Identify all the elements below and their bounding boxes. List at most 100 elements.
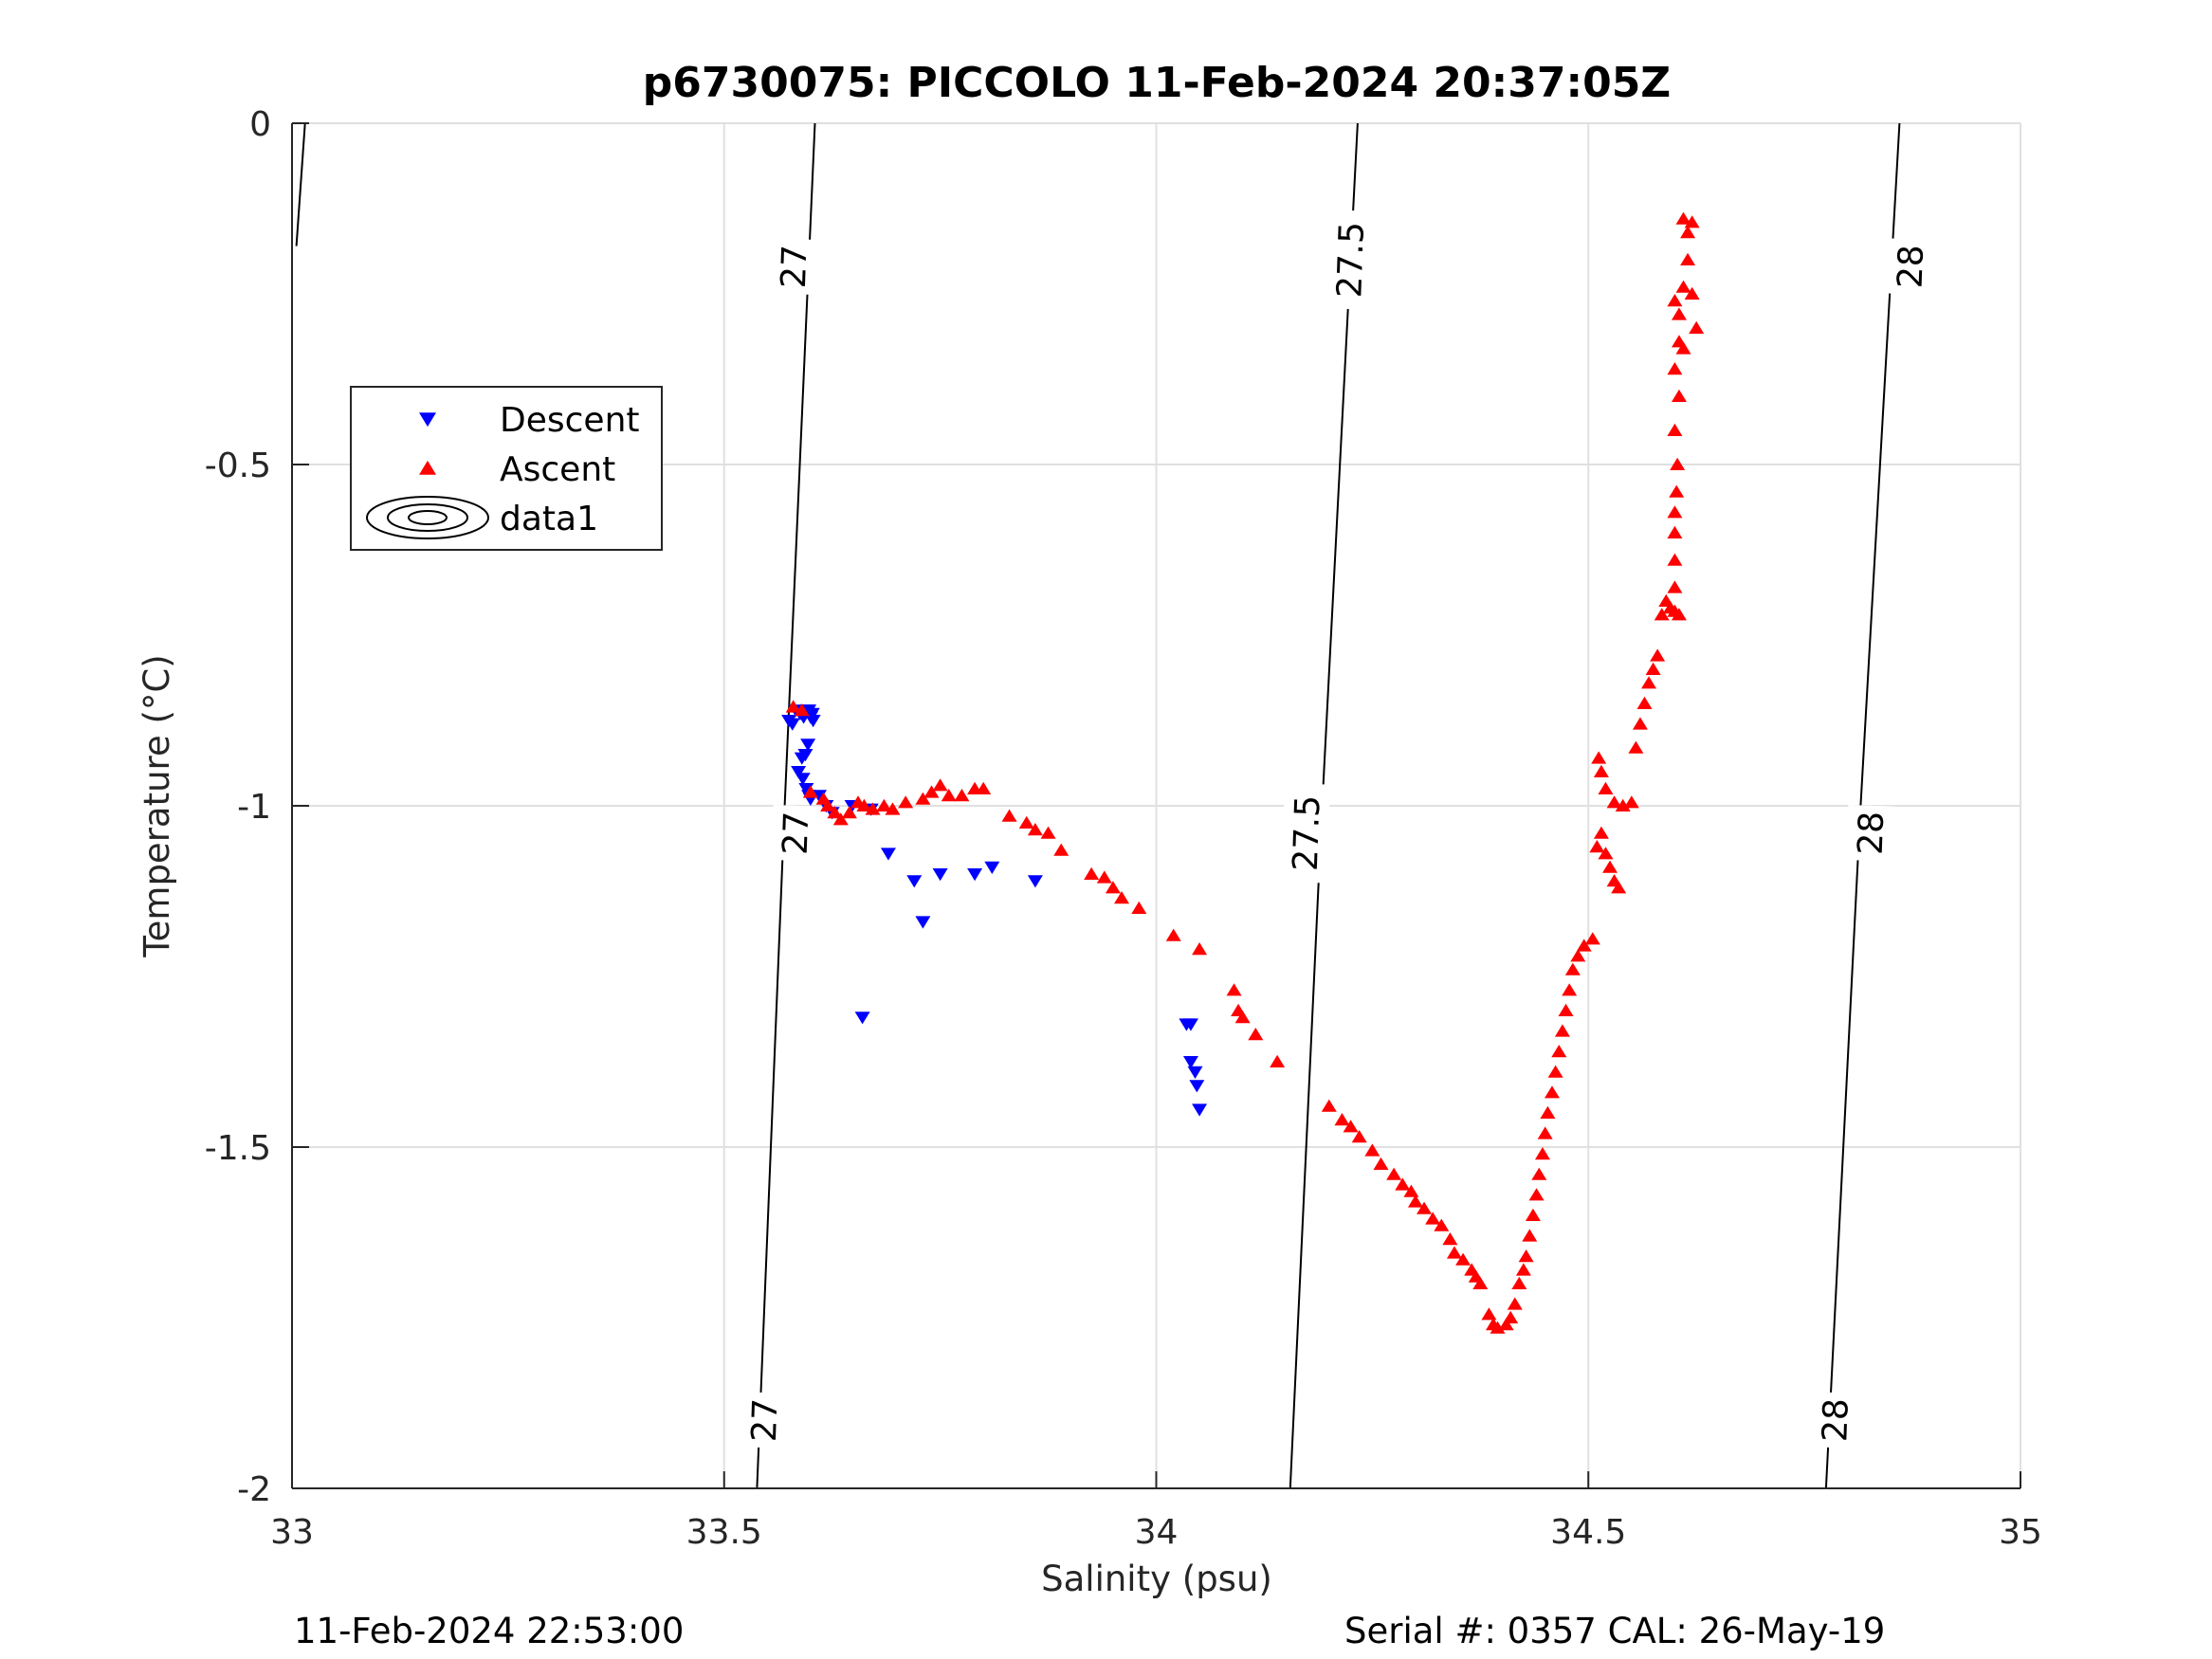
ascent-point: [1511, 1276, 1527, 1289]
ascent-point: [1442, 1232, 1458, 1246]
ascent-point: [954, 789, 970, 802]
ascent-point: [1018, 815, 1034, 829]
ascent-point: [1248, 1028, 1264, 1041]
ascent-point: [1670, 457, 1686, 470]
ascent-point: [1564, 962, 1581, 975]
ascent-point: [1544, 1085, 1560, 1099]
ascent-point: [1498, 1318, 1514, 1331]
contour-label-bg: [1811, 1392, 1859, 1449]
descent-point: [784, 718, 800, 731]
ascent-point: [1395, 1177, 1411, 1191]
ascent-point: [1593, 764, 1609, 777]
ascent-point: [923, 785, 940, 798]
legend-data1-label: data1: [500, 500, 598, 538]
contour-label-bg: [1886, 238, 1934, 296]
y-tick-label: -0.5: [205, 447, 271, 485]
descent-point: [906, 875, 923, 888]
descent-point: [984, 861, 1000, 874]
descent-point: [915, 916, 931, 929]
ascent-point: [1518, 1249, 1534, 1263]
ascent-point: [1040, 826, 1056, 839]
ascent-point: [1667, 294, 1683, 307]
legend-box: [350, 386, 663, 551]
descent-point: [805, 715, 821, 728]
contour-label-bg: [771, 804, 819, 862]
legend-contour-icon: [366, 496, 489, 539]
ascent-point: [1667, 423, 1683, 436]
ascent-point: [1226, 983, 1242, 996]
descent-point: [1189, 1080, 1205, 1093]
ascent-point: [1591, 751, 1607, 764]
ascent-point: [1343, 1120, 1359, 1133]
x-tick-label: 35: [1999, 1513, 2042, 1552]
contour-label: 27: [775, 245, 815, 289]
ascent-point: [1602, 860, 1618, 873]
contour-label: 28: [1852, 811, 1892, 855]
ascent-point: [1641, 676, 1657, 689]
x-tick-labels: 33 33.5 34 34.5 35: [270, 1513, 2042, 1552]
ascent-point: [915, 792, 931, 805]
footer-timestamp: 11-Feb-2024 22:53:00: [294, 1611, 684, 1651]
ascent-point: [1667, 525, 1683, 538]
ascent-series: [785, 211, 1705, 1334]
contour-label-bg: [769, 238, 817, 296]
legend-descent-marker: [419, 412, 436, 428]
ascent-point: [1105, 881, 1121, 894]
ascent-point: [1407, 1194, 1423, 1208]
ascent-point: [1084, 866, 1100, 880]
ascent-point: [1684, 215, 1700, 228]
ascent-point: [1522, 1229, 1538, 1242]
ascent-point: [1455, 1252, 1472, 1266]
ascent-point: [1576, 939, 1592, 952]
ascent-point: [898, 795, 914, 809]
descent-point: [1182, 1056, 1198, 1069]
ascent-point: [1671, 389, 1687, 402]
ascent-point: [1446, 1246, 1462, 1259]
chart-title: p6730075: PICCOLO 11-Feb-2024 20:37:05Z: [643, 59, 1671, 107]
contour-label: 28: [1892, 245, 1932, 289]
descent-point: [791, 766, 807, 779]
x-tick-label: 34.5: [1550, 1513, 1626, 1552]
y-tick-label: -2: [237, 1470, 271, 1509]
ascent-point: [1689, 320, 1705, 334]
ascent-point: [1270, 1054, 1286, 1067]
ascent-point: [1551, 1045, 1567, 1058]
ascent-point: [865, 802, 881, 815]
ascent-point: [1584, 932, 1600, 945]
ascent-point: [1053, 843, 1069, 856]
ascent-point: [1562, 983, 1578, 996]
descent-point: [794, 752, 810, 765]
ascent-point: [1615, 798, 1631, 811]
ascent-point: [1667, 362, 1683, 375]
contour-label: 27.5: [1330, 221, 1372, 299]
contour-label-bg: [1281, 782, 1330, 884]
ascent-point: [1472, 1276, 1489, 1289]
contour-line: [295, 122, 306, 246]
legend-ascent-marker: [419, 460, 436, 475]
descent-point: [798, 783, 814, 796]
legend: Descent Ascent data1: [350, 386, 663, 551]
ascent-point: [1386, 1167, 1402, 1180]
ascent-point: [1554, 1024, 1570, 1037]
y-tick-label: 0: [249, 105, 271, 144]
contour-label: 27: [777, 811, 817, 855]
ascent-point: [1192, 942, 1208, 956]
ascent-point: [832, 812, 849, 826]
ascent-point: [1684, 286, 1700, 300]
density-contours: 27 27 27 27.5 27.5 28 28 28: [295, 122, 1934, 1489]
ascent-point: [1628, 740, 1644, 754]
contour-label-bg: [740, 1392, 788, 1449]
contour-label-bg: [1846, 804, 1894, 862]
footer-serial-cal: Serial #: 0357 CAL: 26-May-19: [1344, 1611, 1885, 1651]
ascent-point: [1671, 307, 1687, 320]
descent-point: [967, 868, 983, 882]
legend-descent-label: Descent: [500, 401, 640, 440]
ascent-point: [1096, 870, 1112, 884]
ascent-point: [827, 806, 843, 819]
descent-point: [932, 868, 948, 882]
ascent-point: [1547, 1065, 1563, 1078]
ascent-point: [1334, 1113, 1350, 1126]
descent-point: [795, 773, 811, 786]
ascent-point: [1515, 1263, 1531, 1276]
